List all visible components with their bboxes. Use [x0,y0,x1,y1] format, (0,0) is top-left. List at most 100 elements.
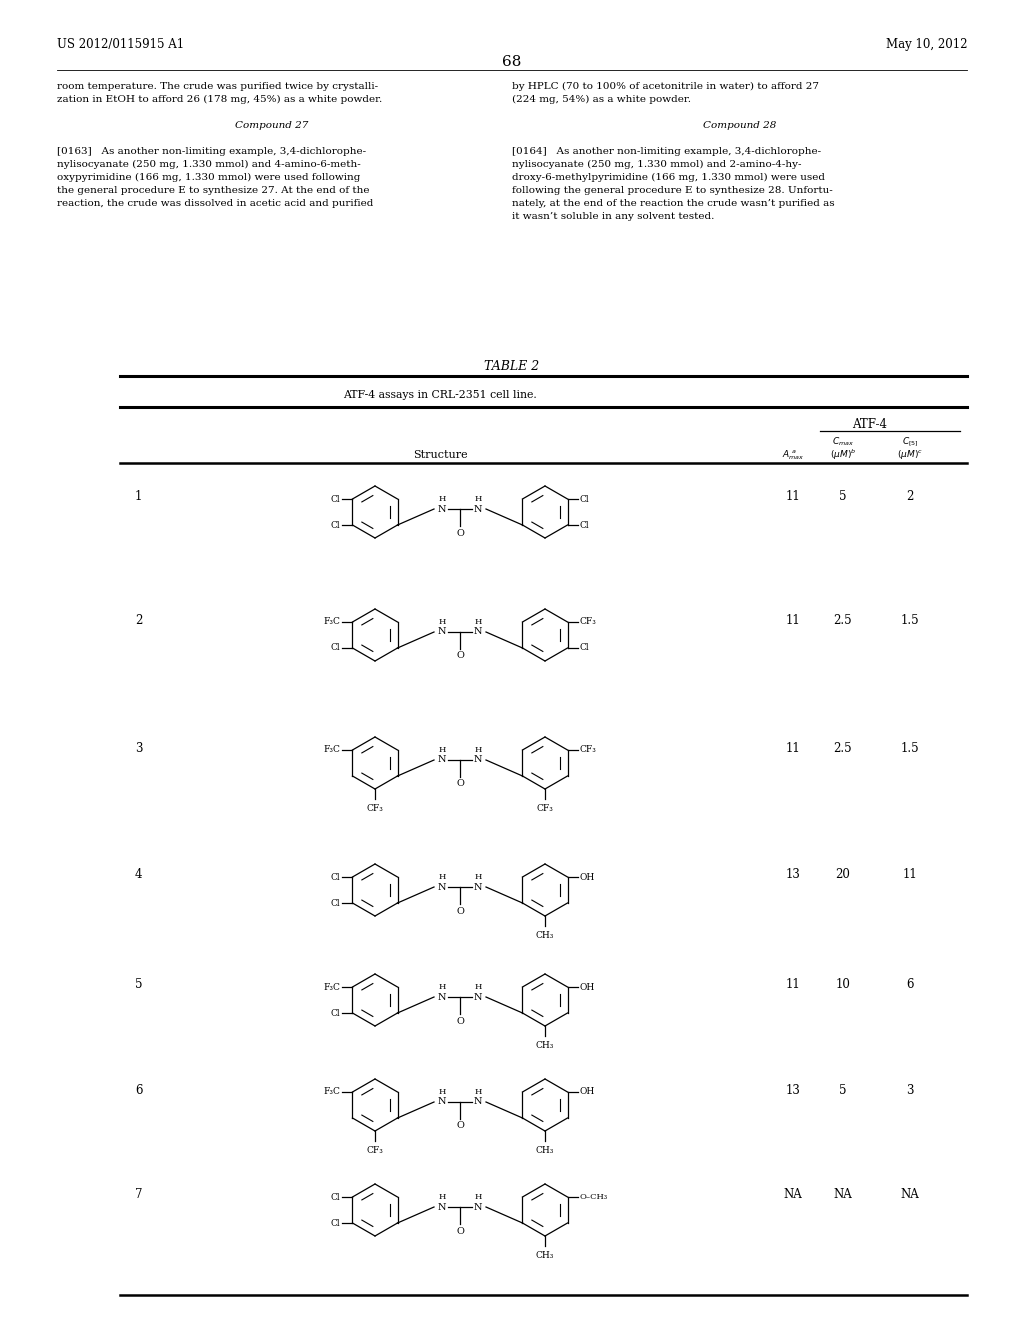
Text: US 2012/0115915 A1: US 2012/0115915 A1 [57,38,184,51]
Text: ATF-4: ATF-4 [853,418,888,432]
Text: 11: 11 [785,491,801,503]
Text: 2: 2 [135,614,142,627]
Text: N: N [474,1097,482,1106]
Text: nylisocyanate (250 mg, 1.330 mmol) and 2-amino-4-hy-: nylisocyanate (250 mg, 1.330 mmol) and 2… [512,160,802,169]
Text: Cl: Cl [331,520,341,529]
Text: 5: 5 [840,1084,847,1097]
Text: 1: 1 [135,491,142,503]
Text: H: H [438,873,445,880]
Text: Compound 27: Compound 27 [236,121,308,129]
Text: Cl: Cl [331,1218,341,1228]
Text: Cl: Cl [331,644,341,652]
Text: 1.5: 1.5 [901,742,920,755]
Text: CH₃: CH₃ [536,1146,554,1155]
Text: [0163]   As another non-limiting example, 3,4-dichlorophe-: [0163] As another non-limiting example, … [57,147,367,156]
Text: O: O [456,1226,464,1236]
Text: O: O [456,1122,464,1130]
Text: Cl: Cl [331,873,341,882]
Text: 11: 11 [785,978,801,991]
Text: H: H [438,1193,445,1201]
Text: (224 mg, 54%) as a white powder.: (224 mg, 54%) as a white powder. [512,95,691,104]
Text: CH₃: CH₃ [536,931,554,940]
Text: 11: 11 [785,614,801,627]
Text: Cl: Cl [331,899,341,908]
Text: 20: 20 [836,869,851,882]
Text: zation in EtOH to afford 26 (178 mg, 45%) as a white powder.: zation in EtOH to afford 26 (178 mg, 45%… [57,95,382,104]
Text: $C_{[5]}$: $C_{[5]}$ [902,436,919,449]
Text: N: N [474,504,482,513]
Text: Cl: Cl [331,1192,341,1201]
Text: the general procedure E to synthesize 27. At the end of the: the general procedure E to synthesize 27… [57,186,370,195]
Text: TABLE 2: TABLE 2 [484,360,540,374]
Text: NA: NA [834,1188,852,1201]
Text: droxy-6-methylpyrimidine (166 mg, 1.330 mmol) were used: droxy-6-methylpyrimidine (166 mg, 1.330 … [512,173,825,182]
Text: CF₃: CF₃ [367,1146,383,1155]
Text: 5: 5 [840,491,847,503]
Text: room temperature. The crude was purified twice by crystalli-: room temperature. The crude was purified… [57,82,378,91]
Text: N: N [474,755,482,764]
Text: N: N [474,883,482,891]
Text: O: O [456,780,464,788]
Text: N: N [437,755,446,764]
Text: CH₃: CH₃ [536,1251,554,1261]
Text: H: H [438,618,445,626]
Text: Cl: Cl [331,495,341,503]
Text: nately, at the end of the reaction the crude wasn’t purified as: nately, at the end of the reaction the c… [512,199,835,209]
Text: NA: NA [783,1188,803,1201]
Text: Cl: Cl [580,520,589,529]
Text: Cl: Cl [580,644,589,652]
Text: 2: 2 [906,491,913,503]
Text: F₃C: F₃C [324,618,341,627]
Text: N: N [437,1203,446,1212]
Text: N: N [474,1203,482,1212]
Text: reaction, the crude was dissolved in acetic acid and purified: reaction, the crude was dissolved in ace… [57,199,374,209]
Text: O: O [456,652,464,660]
Text: $A_{max}^{\ a}$: $A_{max}^{\ a}$ [781,447,804,462]
Text: 6: 6 [906,978,913,991]
Text: H: H [474,618,481,626]
Text: F₃C: F₃C [324,746,341,755]
Text: CF₃: CF₃ [580,618,596,627]
Text: H: H [438,1088,445,1096]
Text: 7: 7 [135,1188,142,1201]
Text: F₃C: F₃C [324,982,341,991]
Text: CH₃: CH₃ [536,1041,554,1049]
Text: N: N [437,993,446,1002]
Text: NA: NA [901,1188,920,1201]
Text: 13: 13 [785,869,801,882]
Text: $(\mu M)^c$: $(\mu M)^c$ [897,447,923,461]
Text: O: O [456,528,464,537]
Text: O–CH₃: O–CH₃ [580,1193,607,1201]
Text: following the general procedure E to synthesize 28. Unfortu-: following the general procedure E to syn… [512,186,833,195]
Text: 11: 11 [785,742,801,755]
Text: N: N [474,993,482,1002]
Text: 3: 3 [906,1084,913,1097]
Text: by HPLC (70 to 100% of acetonitrile in water) to afford 27: by HPLC (70 to 100% of acetonitrile in w… [512,82,819,91]
Text: 3: 3 [135,742,142,755]
Text: Cl: Cl [331,1008,341,1018]
Text: Compound 28: Compound 28 [702,121,776,129]
Text: 1.5: 1.5 [901,614,920,627]
Text: H: H [474,746,481,754]
Text: 5: 5 [135,978,142,991]
Text: N: N [437,1097,446,1106]
Text: N: N [474,627,482,636]
Text: CF₃: CF₃ [367,804,383,813]
Text: 2.5: 2.5 [834,614,852,627]
Text: OH: OH [580,873,595,882]
Text: H: H [438,495,445,503]
Text: CF₃: CF₃ [580,746,596,755]
Text: 6: 6 [135,1084,142,1097]
Text: 2.5: 2.5 [834,742,852,755]
Text: H: H [438,983,445,991]
Text: N: N [437,883,446,891]
Text: H: H [474,495,481,503]
Text: oxypyrimidine (166 mg, 1.330 mmol) were used following: oxypyrimidine (166 mg, 1.330 mmol) were … [57,173,360,182]
Text: H: H [474,1088,481,1096]
Text: OH: OH [580,982,595,991]
Text: May 10, 2012: May 10, 2012 [886,38,967,51]
Text: $C_{max}$: $C_{max}$ [831,436,854,449]
Text: OH: OH [580,1088,595,1097]
Text: CF₃: CF₃ [537,804,553,813]
Text: Structure: Structure [413,450,467,459]
